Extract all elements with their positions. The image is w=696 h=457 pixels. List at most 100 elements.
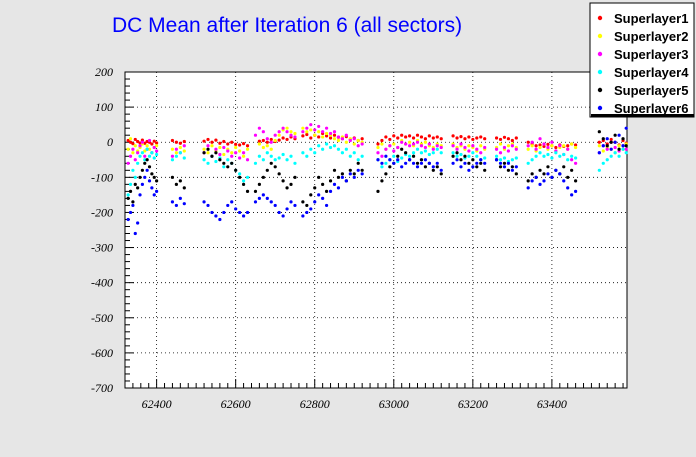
point-superlayer5 bbox=[435, 165, 439, 169]
point-superlayer1 bbox=[170, 138, 175, 143]
point-superlayer4 bbox=[317, 144, 321, 148]
point-superlayer5 bbox=[384, 172, 388, 176]
point-superlayer4 bbox=[178, 151, 182, 155]
point-superlayer6 bbox=[336, 186, 341, 190]
point-superlayer5 bbox=[411, 154, 416, 158]
point-superlayer6 bbox=[546, 172, 550, 176]
point-superlayer1 bbox=[609, 137, 613, 142]
point-superlayer3 bbox=[131, 147, 135, 151]
point-superlayer6 bbox=[404, 161, 408, 165]
point-superlayer6 bbox=[143, 175, 147, 179]
point-superlayer3 bbox=[376, 151, 380, 155]
point-superlayer1 bbox=[597, 140, 601, 144]
point-superlayer5 bbox=[301, 200, 305, 204]
point-superlayer4 bbox=[538, 151, 542, 155]
point-superlayer4 bbox=[214, 159, 218, 164]
legend-marker-superlayer6 bbox=[597, 105, 603, 111]
point-superlayer5 bbox=[281, 179, 285, 183]
point-superlayer4 bbox=[340, 151, 345, 155]
y-tick-label: -300 bbox=[91, 241, 113, 255]
point-superlayer4 bbox=[554, 151, 558, 155]
point-superlayer6 bbox=[328, 189, 333, 193]
point-superlayer5 bbox=[150, 172, 154, 176]
point-superlayer5 bbox=[463, 154, 467, 158]
point-superlayer5 bbox=[133, 182, 137, 186]
point-superlayer5 bbox=[269, 161, 273, 165]
point-superlayer6 bbox=[605, 137, 609, 141]
point-superlayer1 bbox=[257, 139, 261, 143]
y-tick-label: -500 bbox=[91, 311, 113, 325]
point-superlayer6 bbox=[388, 158, 392, 162]
point-superlayer4 bbox=[534, 154, 538, 158]
point-superlayer6 bbox=[463, 161, 467, 165]
point-superlayer1 bbox=[396, 136, 400, 140]
point-superlayer1 bbox=[332, 133, 337, 137]
point-superlayer3 bbox=[182, 144, 186, 148]
point-superlayer3 bbox=[439, 145, 443, 150]
point-superlayer5 bbox=[265, 168, 269, 172]
point-superlayer6 bbox=[380, 161, 384, 165]
point-superlayer5 bbox=[597, 130, 601, 134]
point-superlayer1 bbox=[285, 137, 289, 142]
point-superlayer6 bbox=[126, 217, 130, 222]
point-superlayer6 bbox=[624, 126, 628, 130]
point-superlayer3 bbox=[467, 149, 471, 153]
point-superlayer6 bbox=[356, 168, 360, 172]
point-superlayer1 bbox=[277, 138, 281, 142]
legend-marker-superlayer3 bbox=[597, 51, 603, 57]
point-superlayer1 bbox=[510, 138, 514, 143]
point-superlayer5 bbox=[336, 175, 341, 179]
point-superlayer2 bbox=[392, 142, 396, 146]
point-superlayer4 bbox=[126, 193, 130, 197]
point-superlayer5 bbox=[502, 161, 507, 165]
point-superlayer5 bbox=[510, 165, 514, 169]
point-superlayer1 bbox=[360, 137, 364, 141]
point-superlayer6 bbox=[253, 200, 258, 204]
point-superlayer5 bbox=[206, 147, 210, 151]
point-superlayer1 bbox=[483, 137, 487, 141]
point-superlayer3 bbox=[253, 133, 258, 137]
point-superlayer1 bbox=[400, 133, 404, 137]
point-superlayer3 bbox=[277, 130, 281, 134]
point-superlayer2 bbox=[174, 151, 178, 155]
point-superlayer5 bbox=[152, 175, 156, 179]
y-tick-label: -400 bbox=[91, 276, 113, 290]
point-superlayer1 bbox=[506, 137, 511, 141]
point-superlayer5 bbox=[562, 165, 566, 169]
point-superlayer6 bbox=[128, 210, 133, 215]
point-superlayer6 bbox=[155, 189, 159, 193]
point-superlayer3 bbox=[317, 124, 321, 129]
point-superlayer1 bbox=[182, 139, 186, 144]
point-superlayer4 bbox=[621, 147, 625, 151]
point-superlayer1 bbox=[317, 135, 321, 139]
point-superlayer2 bbox=[305, 130, 309, 134]
point-superlayer4 bbox=[467, 154, 471, 158]
point-superlayer3 bbox=[273, 133, 277, 137]
point-superlayer1 bbox=[471, 137, 475, 142]
point-superlayer6 bbox=[558, 172, 562, 176]
point-superlayer5 bbox=[293, 175, 297, 179]
point-superlayer1 bbox=[475, 136, 479, 140]
point-superlayer4 bbox=[574, 156, 578, 160]
point-superlayer6 bbox=[360, 172, 364, 176]
point-superlayer5 bbox=[321, 182, 325, 186]
point-superlayer5 bbox=[459, 158, 463, 162]
point-superlayer6 bbox=[170, 200, 175, 204]
point-superlayer3 bbox=[471, 144, 475, 148]
point-superlayer3 bbox=[479, 151, 483, 155]
point-superlayer5 bbox=[174, 182, 178, 186]
point-superlayer4 bbox=[562, 152, 566, 157]
point-superlayer1 bbox=[566, 144, 570, 148]
point-superlayer6 bbox=[566, 186, 570, 190]
point-superlayer2 bbox=[336, 138, 341, 143]
point-superlayer1 bbox=[384, 135, 388, 139]
point-superlayer3 bbox=[356, 144, 360, 148]
point-superlayer4 bbox=[128, 182, 133, 186]
point-superlayer5 bbox=[419, 158, 424, 162]
point-superlayer6 bbox=[138, 193, 142, 197]
point-superlayer6 bbox=[427, 161, 431, 165]
point-superlayer3 bbox=[455, 147, 459, 151]
point-superlayer4 bbox=[601, 161, 605, 165]
point-superlayer5 bbox=[431, 168, 435, 172]
point-superlayer4 bbox=[336, 147, 341, 151]
